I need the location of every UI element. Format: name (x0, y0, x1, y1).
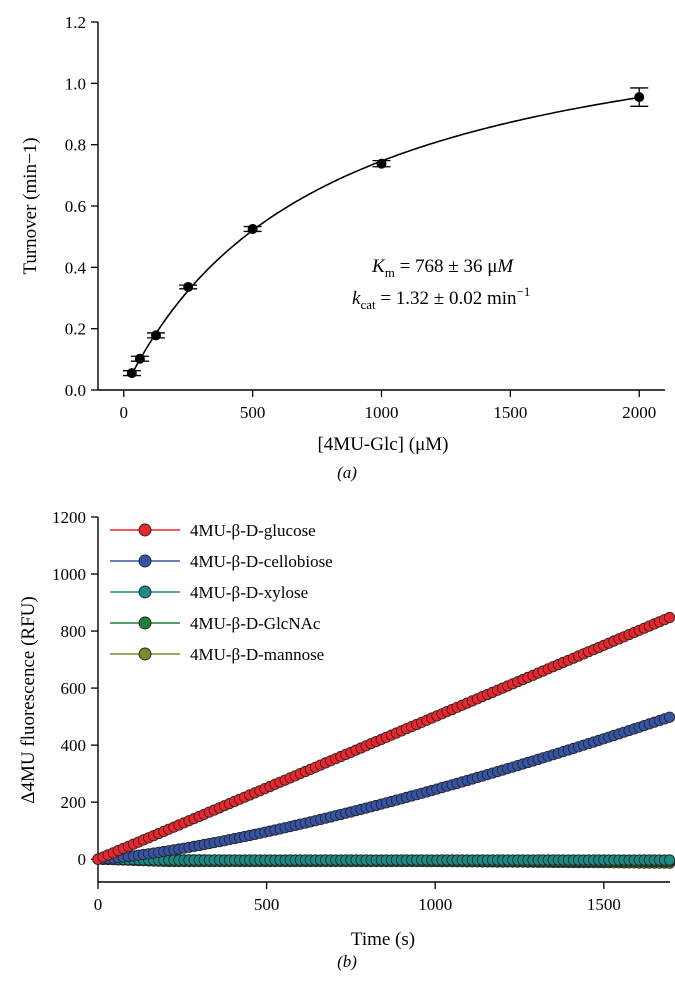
data-point-a (130, 353, 149, 364)
series-2 (92, 853, 675, 866)
km-annotation: Km = 768 ± 36 μM (371, 256, 514, 280)
marker (134, 353, 145, 364)
data-point-a (243, 224, 262, 234)
legend-marker (138, 523, 152, 537)
x-tick-label-a: 1500 (493, 403, 527, 422)
y-tick-label-b: 800 (61, 622, 87, 641)
y-tick-label-a: 1.0 (65, 74, 86, 93)
y-tick-label-b: 600 (61, 679, 87, 698)
y-axis-b: 0 200 400 600 800 1000 1200 (52, 508, 99, 882)
marker (126, 368, 137, 379)
marker (634, 92, 645, 103)
y-tick-label-a: 0.2 (65, 320, 86, 339)
legend-item: 4MU-β-D-glucose (110, 521, 316, 540)
x-tick-label-a: 500 (240, 403, 266, 422)
y-tick-label-b: 0 (78, 850, 87, 869)
y-axis-label-a: Turnover (min−1) (20, 137, 41, 274)
legend-marker (138, 616, 152, 630)
chart-a: 0.0 0.2 0.4 0.6 0.8 1.0 1.2 0 500 1000 1500 2000 T… (20, 13, 665, 482)
legend-label: 4MU-β-D-cellobiose (190, 552, 333, 571)
series-0 (92, 611, 675, 865)
legend-b: 4MU-β-D-glucose 4MU-β-D-cellobiose 4MU-β-D… (110, 521, 333, 664)
fit-curve-a (131, 96, 640, 375)
x-axis-label-b: Time (s) (351, 929, 415, 950)
legend-marker (138, 585, 152, 599)
x-axis-b: 0 500 1000 1500 (94, 881, 670, 914)
series-1 (92, 711, 675, 865)
legend-item: 4MU-β-D-mannose (110, 645, 324, 664)
y-tick-label-a: 0.6 (65, 197, 86, 216)
y-tick-label-b: 1200 (52, 508, 86, 527)
data-point-a (630, 87, 649, 107)
kcat-annotation: kcat = 1.32 ± 0.02 min−1 (352, 284, 530, 312)
marker (183, 281, 194, 292)
x-tick-label-b: 1000 (418, 895, 452, 914)
marker (247, 224, 258, 234)
legend-label: 4MU-β-D-xylose (190, 583, 308, 602)
michaelis-menten-fit-line (131, 96, 640, 375)
y-tick-label-a: 0.8 (65, 136, 86, 155)
legend-label: 4MU-β-D-GlcNAc (190, 614, 321, 633)
legend-item: 4MU-β-D-xylose (110, 583, 308, 602)
legend-item: 4MU-β-D-cellobiose (110, 552, 333, 571)
data-point (664, 854, 675, 866)
data-point-a (122, 368, 141, 379)
legend-label: 4MU-β-D-mannose (190, 645, 324, 664)
legend-item: 4MU-β-D-GlcNAc (110, 614, 321, 633)
legend-marker (138, 647, 152, 661)
data-points-a (122, 87, 649, 379)
y-axis-a: 0.0 0.2 0.4 0.6 0.8 1.0 1.2 (65, 13, 99, 400)
x-tick-label-b: 500 (254, 895, 280, 914)
y-tick-label-b: 1000 (52, 565, 86, 584)
x-axis-a: 0 500 1000 1500 2000 (98, 389, 665, 422)
x-tick-label-b: 1500 (587, 895, 621, 914)
data-point-a (146, 330, 165, 341)
marker (150, 330, 161, 341)
panel-label-b: (b) (337, 952, 357, 971)
y-tick-label-a: 0.4 (65, 258, 87, 277)
marker (376, 158, 387, 169)
x-tick-label-b: 0 (94, 895, 103, 914)
x-axis-label-a: [4MU-Glc] (μM) (317, 434, 448, 455)
legend-marker (138, 554, 152, 568)
y-tick-label-b: 200 (61, 793, 87, 812)
panel-label-a: (a) (337, 463, 357, 482)
series-b (92, 611, 675, 869)
data-point-a (179, 281, 198, 292)
y-tick-label-a: 1.2 (65, 13, 86, 32)
x-tick-label-a: 2000 (622, 403, 656, 422)
x-tick-label-a: 0 (120, 403, 129, 422)
y-tick-label-b: 400 (61, 736, 87, 755)
data-point-a (372, 158, 391, 169)
legend-label: 4MU-β-D-glucose (190, 521, 316, 540)
y-axis-label-b: Δ4MU fluorescence (RFU) (18, 596, 39, 803)
chart-b: 0 200 400 600 800 1000 1200 0 500 1000 1500 4MU-β… (18, 508, 675, 971)
data-point (664, 711, 675, 723)
y-tick-label-a: 0.0 (65, 381, 86, 400)
x-tick-label-a: 1000 (365, 403, 399, 422)
data-point (664, 611, 675, 624)
